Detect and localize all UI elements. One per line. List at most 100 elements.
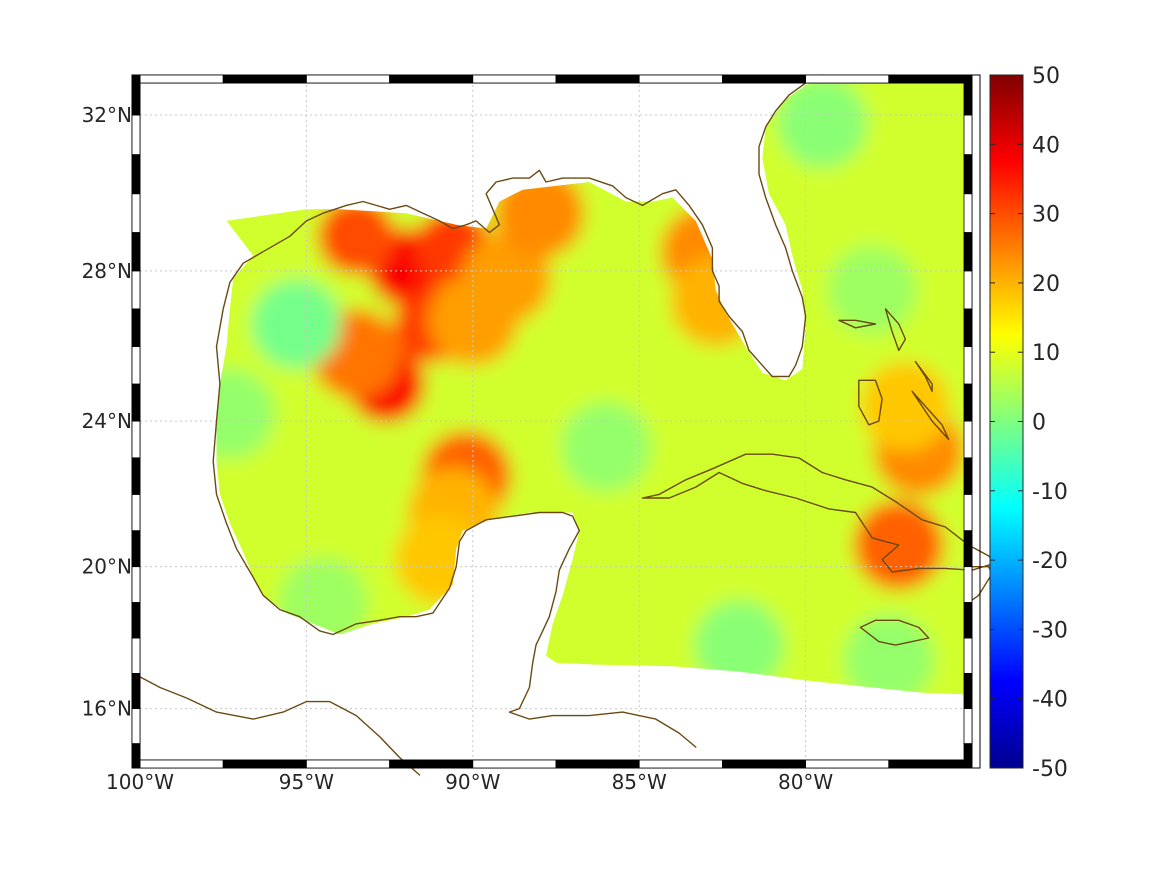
frame-top-segment <box>305 74 390 84</box>
frame-top-segment <box>638 74 723 84</box>
colorbar-label: -40 <box>1032 688 1068 713</box>
field-feature-1 <box>318 198 395 275</box>
y-tick-label: 16°N <box>82 697 132 721</box>
colorbar-label: 50 <box>1032 64 1060 89</box>
frame-left-segment <box>131 383 141 422</box>
frame-left-segment <box>131 602 141 639</box>
frame-right-segment <box>963 493 973 532</box>
frame-top-segment <box>722 74 807 84</box>
frame-left-segment <box>131 530 141 568</box>
frame-right-segment <box>963 457 973 495</box>
frame-left-segment <box>131 154 141 195</box>
frame-right-segment <box>963 383 973 422</box>
field-feature-18 <box>216 368 275 459</box>
frame-left-segment <box>131 420 141 459</box>
field-feature-8 <box>494 168 585 259</box>
frame-right-segment <box>963 420 973 459</box>
colorbar-label: 20 <box>1032 272 1060 297</box>
frame-right-segment <box>963 270 973 310</box>
graticule-grid <box>140 75 972 768</box>
colorbar: 50 40 30 20 10 0 -10 -20 -30 -40 -50 <box>989 64 1068 782</box>
field-feature-24 <box>278 557 368 648</box>
y-tick-label: 32°N <box>82 103 132 127</box>
frame-right-segment <box>963 672 973 709</box>
frame-right-segment <box>963 308 973 348</box>
frame-top-segment <box>888 74 973 84</box>
frame-bottom-segment <box>722 759 807 769</box>
frame-right-segment <box>963 193 973 233</box>
frame-bottom-segment <box>222 759 307 769</box>
frame-right-segment <box>963 637 973 674</box>
y-tick-label: 28°N <box>82 259 132 283</box>
y-tick-label: 24°N <box>82 409 132 433</box>
coast-exuma <box>911 390 950 441</box>
frame-right-segment <box>963 74 973 116</box>
frame-left-segment <box>131 672 141 709</box>
coast-us-gulf <box>215 74 823 378</box>
coast-grand-bahama <box>838 319 877 329</box>
colorbar-labels: 50 40 30 20 10 0 -10 -20 -30 -40 -50 <box>1032 64 1068 782</box>
frame-left-segment <box>131 114 141 155</box>
coast-eleuthera <box>914 360 933 393</box>
x-tick-label: 85°W <box>612 770 667 794</box>
colorbar-label: 30 <box>1032 203 1060 228</box>
frame-top-segment <box>222 74 307 84</box>
frame-left-segment <box>131 637 141 674</box>
frame-top-segment <box>389 74 474 84</box>
frame-left-segment <box>131 457 141 495</box>
coast-jamaica <box>859 619 930 646</box>
x-tick-label: 95°W <box>279 770 334 794</box>
frame-bottom-segment <box>139 759 224 769</box>
colorbar-label: -50 <box>1032 757 1068 782</box>
coastlines <box>139 74 996 776</box>
frame-top-segment <box>805 74 890 84</box>
field-feature-16 <box>860 361 951 452</box>
frame-top-segment <box>139 74 224 84</box>
x-tick-label: 100°W <box>106 770 174 794</box>
colorbar-gradient <box>989 74 1024 769</box>
frame-left-segment <box>131 493 141 532</box>
colorbar-ticks <box>990 74 1023 769</box>
frame-left-segment <box>131 346 141 385</box>
frame-bottom-segment <box>638 759 723 769</box>
frame-right-segment <box>963 566 973 603</box>
frame-bottom-segment <box>389 759 474 769</box>
frame-right-segment <box>963 346 973 385</box>
colorbar-label: -10 <box>1032 480 1068 505</box>
colorbar-label: 40 <box>1032 133 1060 158</box>
frame-right-segment <box>963 743 973 769</box>
frame-right-segment <box>963 154 973 195</box>
field-feature-19 <box>561 401 651 492</box>
field-feature-17 <box>251 279 342 369</box>
frame-bottom-segment <box>555 759 640 769</box>
y-tick-label: 20°N <box>82 555 132 579</box>
map-frame <box>131 74 981 769</box>
frame-bottom-segment <box>472 759 557 769</box>
latitude-tick-labels: 32°N 28°N 24°N 20°N 16°N <box>82 103 132 721</box>
frame-left-segment <box>131 566 141 603</box>
frame-right-segment <box>963 232 973 272</box>
field-feature-20 <box>777 83 868 168</box>
frame-left-segment <box>131 308 141 348</box>
map-panel: 100°W 95°W 90°W 85°W 80°W 32°N 28°N 24°N 20°N 16… <box>82 74 996 794</box>
frame-left-segment <box>131 708 141 744</box>
frame-left-segment <box>131 232 141 272</box>
coast-mexico-gulf <box>212 345 697 748</box>
frame-right-segment <box>963 530 973 568</box>
coast-abaco <box>884 308 907 352</box>
coast-central-america <box>139 676 421 776</box>
field-feature-22 <box>694 600 784 690</box>
colorbar-label: 0 <box>1032 411 1046 436</box>
frame-left-segment <box>131 193 141 233</box>
coast-andros <box>858 379 883 426</box>
frame-right-segment <box>963 602 973 639</box>
field-feature-21 <box>827 245 918 335</box>
frame-left-segment <box>131 74 141 116</box>
frame-left-segment <box>131 270 141 310</box>
frame-top-segment <box>472 74 557 84</box>
frame-right-segment <box>963 114 973 155</box>
frame-left-segment <box>131 743 141 769</box>
frame-bottom-segment <box>305 759 390 769</box>
frame-top-segment <box>555 74 640 84</box>
